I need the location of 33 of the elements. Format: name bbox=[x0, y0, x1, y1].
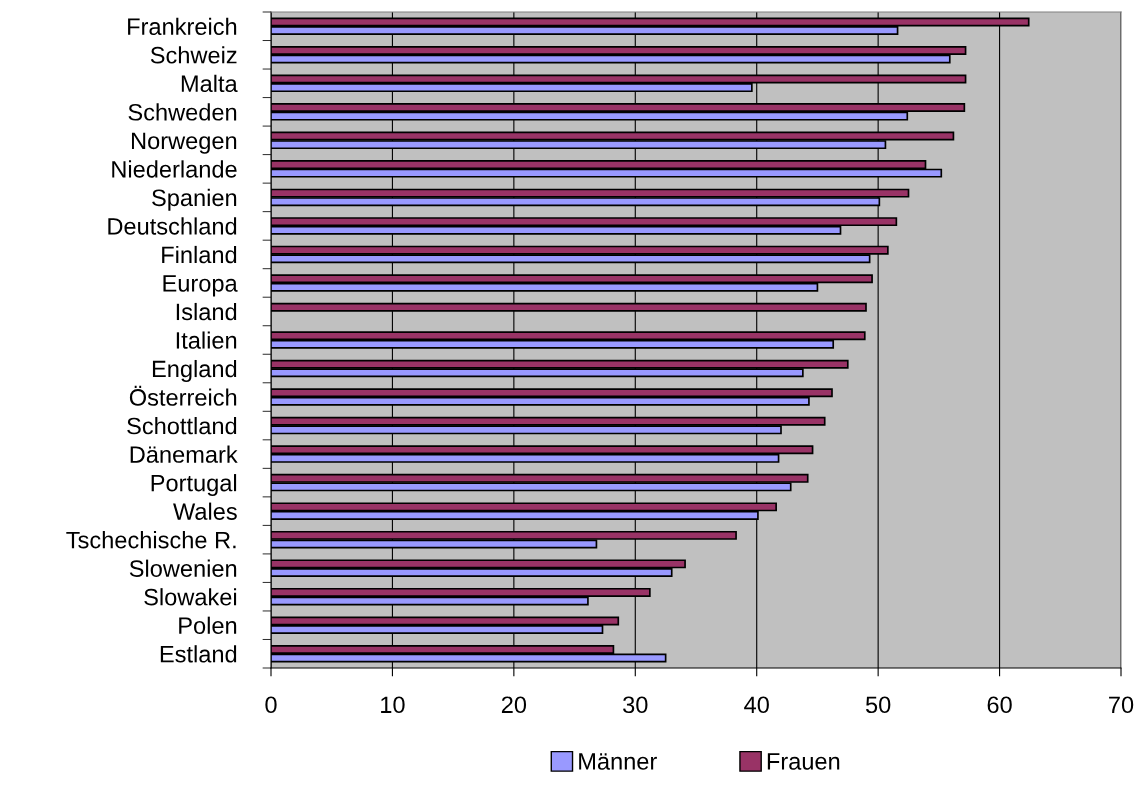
y-tick-label: Europa bbox=[163, 275, 238, 297]
x-tick-label: 60 bbox=[987, 696, 1012, 714]
x-tick-label: 20 bbox=[501, 696, 527, 714]
x-tick-label: 40 bbox=[744, 696, 769, 714]
y-tick-label: Italien bbox=[176, 331, 237, 349]
y-tick-label: Spanien bbox=[152, 188, 237, 211]
y-tick-label: Island bbox=[176, 302, 237, 321]
y-tick-label: Schottland bbox=[127, 417, 237, 435]
y-tick-label: Schweden bbox=[128, 103, 237, 121]
y-tick-label: Österreich bbox=[129, 385, 237, 406]
y-tick-label: Niederlande bbox=[112, 160, 237, 178]
y-tick-label: England bbox=[152, 359, 237, 382]
y-tick-label: Deutschland bbox=[108, 217, 237, 235]
y-tick-label: Dänemark bbox=[130, 445, 238, 463]
y-tick-label: Tschechische R. bbox=[66, 531, 236, 549]
legend-label: Frauen bbox=[767, 753, 840, 770]
y-tick-label: Slowakei bbox=[144, 588, 237, 606]
y-tick-label: Malta bbox=[181, 74, 238, 93]
y-tick-label: Finland bbox=[162, 245, 237, 264]
y-tick-label: Polen bbox=[179, 616, 237, 635]
x-tick-label: 10 bbox=[381, 696, 405, 714]
y-tick-label: Schweiz bbox=[150, 46, 237, 64]
y-tick-label: Portugal bbox=[151, 474, 237, 497]
y-tick-label: Frankreich bbox=[128, 17, 237, 36]
legend-label: Männer bbox=[579, 753, 657, 770]
x-tick-label: 0 bbox=[265, 696, 277, 714]
y-tick-label: Norwegen bbox=[131, 132, 237, 154]
y-tick-label: Estland bbox=[160, 645, 237, 663]
x-tick-label: 50 bbox=[865, 696, 891, 714]
x-tick-label: 70 bbox=[1109, 696, 1134, 714]
x-tick-label: 30 bbox=[623, 696, 648, 714]
y-tick-label: Slowenien bbox=[129, 559, 237, 577]
y-tick-label: Wales bbox=[173, 502, 237, 520]
